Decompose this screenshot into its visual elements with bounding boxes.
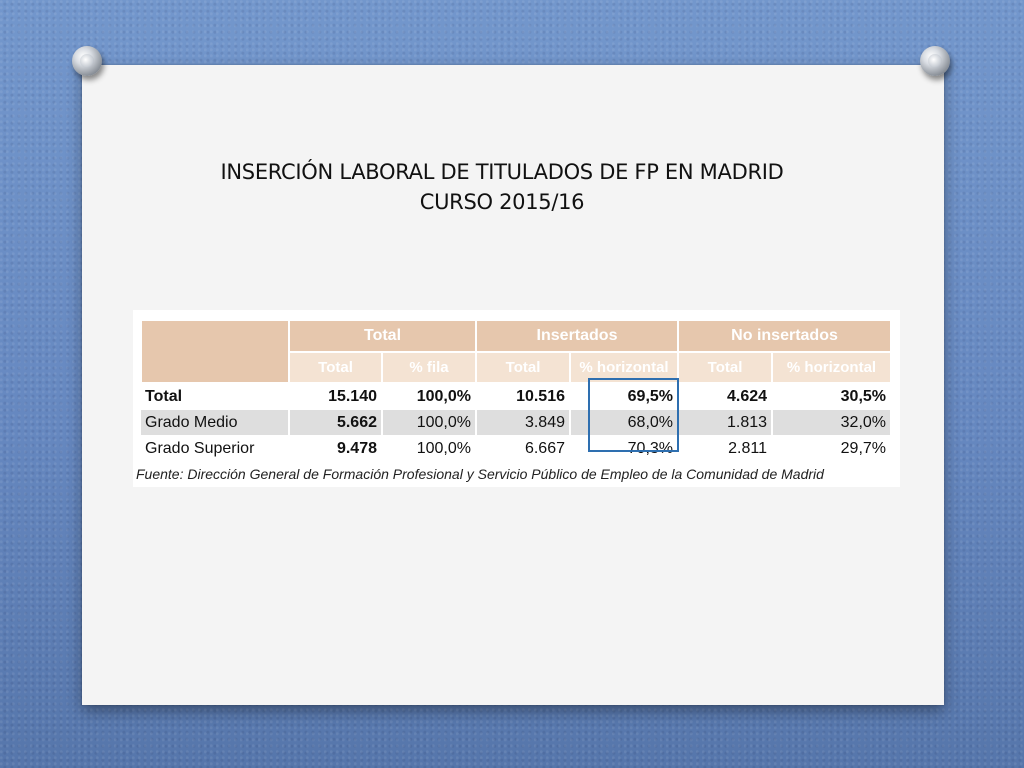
table-group-header-row: Total Insertados No insertados <box>140 319 893 384</box>
group-header-total: Total <box>288 319 477 353</box>
row-label: Total <box>141 383 290 410</box>
row-label: Grado Medio <box>141 409 290 436</box>
pushpin-icon <box>72 46 102 76</box>
table-cell: 1.813 <box>678 409 774 436</box>
table-cell: 2.811 <box>678 435 774 462</box>
sub-header: % fila <box>381 351 477 384</box>
row-label: Grado Superior <box>141 435 290 462</box>
table-row: Grado Superior 9.478 100,0% 6.667 70,3% … <box>141 435 893 462</box>
table-cell: 3.849 <box>476 409 571 436</box>
source-note: Fuente: Dirección General de Formación P… <box>136 466 824 482</box>
table-cell: 100,0% <box>382 435 477 462</box>
table-cell: 70,3% <box>570 435 680 462</box>
table-cell: 100,0% <box>382 383 477 410</box>
table-corner-cell <box>140 319 290 384</box>
sub-header: Total <box>677 351 774 384</box>
group-header-no-insertados: No insertados <box>677 319 893 353</box>
table-cell: 10.516 <box>476 383 571 410</box>
table-cell: 9.478 <box>289 435 383 462</box>
table-cell: 29,7% <box>772 435 893 462</box>
title-line-2: CURSO 2015/16 <box>419 190 585 214</box>
table-cell: 15.140 <box>289 383 383 410</box>
data-table-container: Total Insertados No insertados Total % f… <box>133 310 900 487</box>
sub-header: Total <box>475 351 571 384</box>
sub-header: Total <box>288 351 383 384</box>
table-cell: 100,0% <box>382 409 477 436</box>
pushpin-icon <box>920 46 950 76</box>
table-cell: 30,5% <box>772 383 893 410</box>
table-cell: 4.624 <box>678 383 774 410</box>
table-cell: 69,5% <box>570 383 680 410</box>
table-cell: 5.662 <box>289 409 383 436</box>
table-row: Total 15.140 100,0% 10.516 69,5% 4.624 3… <box>141 383 893 410</box>
table-sub-header-row: Total % fila Total % horizontal Total % … <box>141 351 893 384</box>
data-table: Total Insertados No insertados Total % f… <box>140 319 893 462</box>
table-row: Grado Medio 5.662 100,0% 3.849 68,0% 1.8… <box>141 409 893 436</box>
sub-header: % horizontal <box>771 351 893 384</box>
table-cell: 68,0% <box>570 409 680 436</box>
sub-header: % horizontal <box>568 351 680 384</box>
table-cell: 6.667 <box>476 435 571 462</box>
slide-title: INSERCIÓN LABORAL DE TITULADOS DE FP EN … <box>82 157 922 217</box>
title-line-1: INSERCIÓN LABORAL DE TITULADOS DE FP EN … <box>220 160 784 184</box>
table-cell: 32,0% <box>772 409 893 436</box>
group-header-insertados: Insertados <box>474 319 680 353</box>
